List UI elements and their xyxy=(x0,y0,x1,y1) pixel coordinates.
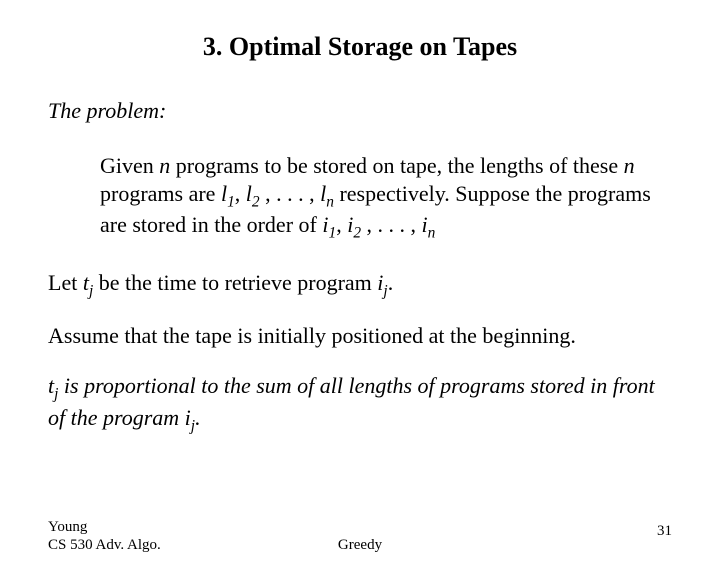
conclusion-line: tj is proportional to the sum of all len… xyxy=(48,372,672,435)
footer-course: CS 530 Adv. Algo. xyxy=(48,536,161,554)
footer-left: Young CS 530 Adv. Algo. xyxy=(48,518,161,554)
problem-label: The problem: xyxy=(48,98,672,124)
footer-page-number: 31 xyxy=(657,523,672,540)
slide-title: 3. Optimal Storage on Tapes xyxy=(0,32,720,62)
footer-author: Young xyxy=(48,518,161,536)
assume-line: Assume that the tape is initially positi… xyxy=(48,322,672,350)
slide-content: The problem: Given n programs to be stor… xyxy=(0,98,720,435)
let-line: Let tj be the time to retrieve program i… xyxy=(48,269,672,301)
given-paragraph: Given n programs to be stored on tape, t… xyxy=(100,152,672,243)
